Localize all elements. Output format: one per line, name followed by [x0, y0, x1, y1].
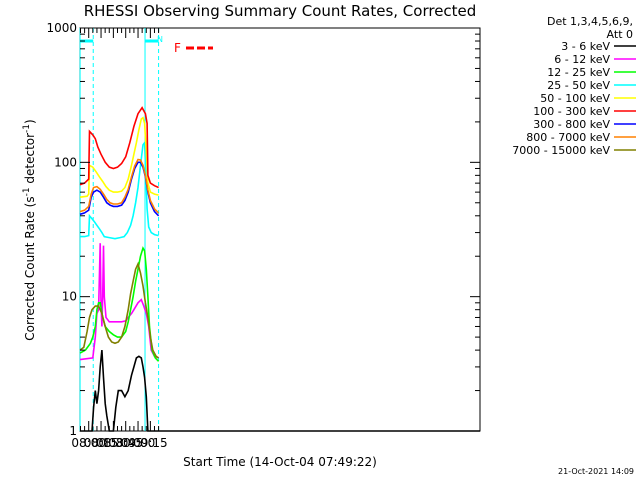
x-tick-label-4: 09:00	[121, 436, 156, 450]
y-tick-label-0: 1	[69, 424, 77, 438]
legend-label-1: 6 - 12 keV	[554, 53, 610, 66]
y-tick-label-1: 10	[62, 290, 77, 304]
flags: N F	[157, 35, 213, 55]
legend-label-4: 50 - 100 keV	[540, 92, 610, 105]
night-markers	[79, 28, 160, 431]
y-label-end: )	[23, 119, 37, 124]
x-tick-label-5: 09:15	[133, 436, 168, 450]
legend-header-line-2: Att 0	[607, 28, 633, 41]
legend-header: Det 1,3,4,5,6,9, Att 0	[547, 15, 633, 41]
y-tick-label-3: 1000	[46, 21, 77, 35]
series-line-5	[79, 106, 159, 189]
legend-label-3: 25 - 50 keV	[547, 79, 610, 92]
series-line-2	[79, 246, 160, 362]
footer-timestamp: 21-Oct-2021 14:09	[558, 467, 634, 476]
y-label-sup1: -1	[22, 187, 32, 196]
y-axis-label: Corrected Count Rate (s-1 detector-1)	[22, 119, 37, 340]
flag-n-label: N	[157, 35, 163, 44]
y-tick-label-2: 100	[54, 155, 77, 169]
legend-label-5: 100 - 300 keV	[533, 105, 610, 118]
series-layer	[79, 106, 480, 432]
plot-frame	[79, 27, 481, 432]
legend-label-7: 800 - 7000 keV	[526, 131, 610, 144]
series-line-4	[79, 116, 159, 198]
x-tick-label-3: 08:45	[108, 436, 143, 450]
series-line-1	[79, 243, 159, 361]
x-tick-label-0: 08:00	[71, 436, 106, 450]
legend-label-0: 3 - 6 keV	[561, 40, 610, 53]
chart-title: RHESSI Observing Summary Count Rates, Co…	[84, 2, 477, 20]
x-tick-label-1: 08:15	[84, 436, 119, 450]
legend-header-line-1: Det 1,3,4,5,6,9,	[547, 15, 633, 28]
legend-label-2: 12 - 25 keV	[547, 66, 610, 79]
series-line-0	[80, 350, 480, 432]
y-axis: 1 10 100 1000	[46, 21, 480, 438]
x-tick-label-2: 08:30	[96, 436, 131, 450]
x-axis-label: Start Time (14-Oct-04 07:49:22)	[183, 455, 377, 469]
y-label-mid: detector	[23, 133, 37, 188]
series-line-7	[79, 158, 160, 214]
legend-label-6: 300 - 800 keV	[533, 118, 610, 131]
series-line-8	[79, 261, 160, 359]
legend-label-8: 7000 - 15000 keV	[512, 144, 610, 157]
y-label-main: Corrected Count Rate (s	[23, 196, 37, 340]
plot-area	[79, 27, 481, 432]
flag-f-label: F	[174, 41, 181, 55]
y-label-sup2: -1	[22, 124, 32, 133]
